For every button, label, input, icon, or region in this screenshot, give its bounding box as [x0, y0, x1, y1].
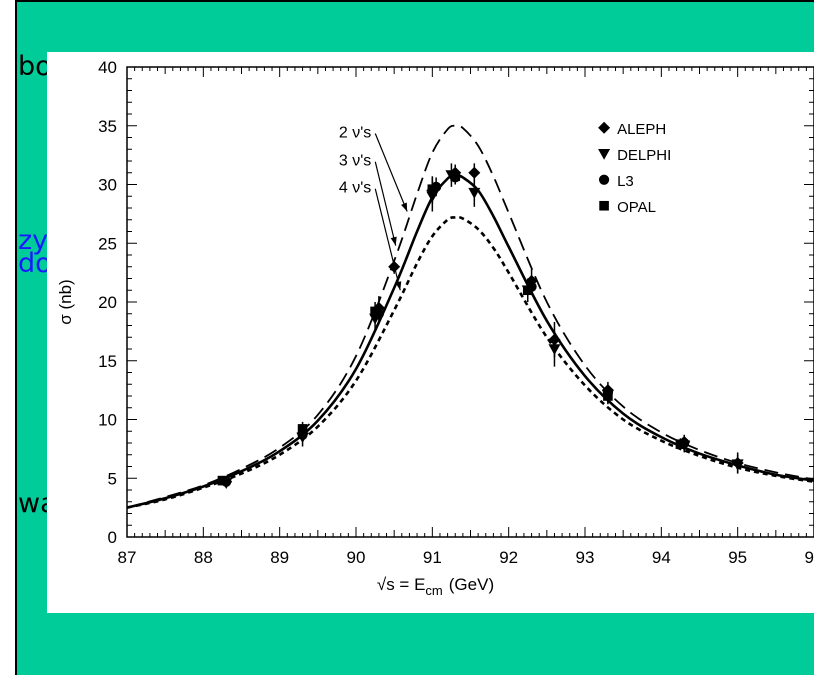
- legend-label: L3: [617, 173, 634, 190]
- axes: [126, 66, 814, 538]
- annotation-arrowhead: [401, 202, 408, 212]
- curve-annotation-label: 3 ν's: [339, 153, 371, 170]
- curve-solid: [126, 173, 814, 509]
- legend-label: OPAL: [617, 199, 656, 216]
- y-tick-label: 5: [108, 469, 117, 488]
- point-delphi: [468, 187, 481, 199]
- curve-annotations: 2 ν's 3 ν's 4 ν's: [339, 125, 408, 291]
- slide-text-fragment: do: [18, 248, 52, 279]
- x-tick-label: 92: [499, 548, 518, 567]
- point-opal: [427, 184, 438, 194]
- x-axis-title-main: √s = E: [377, 575, 426, 594]
- theory-curves: [126, 124, 814, 509]
- x-tick-label: 91: [423, 548, 442, 567]
- point-opal: [450, 171, 461, 182]
- legend-marker-opal: [599, 200, 609, 211]
- y-tick-label: 20: [98, 293, 117, 312]
- x-tick-label: 95: [728, 548, 747, 567]
- x-tick-label: 87: [118, 548, 137, 567]
- x-tick-label: 94: [652, 548, 671, 567]
- y-tick-label: 35: [98, 117, 117, 136]
- slide-text-fragment: bo: [18, 51, 52, 82]
- curve-short-dash: [126, 215, 814, 509]
- legend-marker-aleph: [598, 121, 611, 134]
- point-opal: [217, 475, 228, 486]
- x-tick-label: 89: [270, 548, 289, 567]
- x-axis-title: √s = Ecm (GeV): [377, 575, 494, 598]
- plot-frame: [126, 66, 814, 538]
- annotation-arrowhead: [395, 281, 402, 291]
- point-opal: [370, 306, 380, 317]
- annotation-arrow: [374, 133, 408, 212]
- x-tick-label: 93: [576, 548, 595, 567]
- annotation-arrow: [374, 188, 401, 291]
- x-tick-label: 96: [805, 548, 814, 567]
- point-delphi: [731, 459, 744, 471]
- axis-ticks: 87 88 89 90 91 92 93 94 95 96 0 5 10 15 20 25 30 35 40: [98, 58, 814, 567]
- legend: ALEPH DELPHI L3 OPAL: [598, 121, 671, 216]
- point-opal: [297, 424, 308, 434]
- slide-text-fragment: zy: [18, 225, 49, 256]
- slide-border: [15, 0, 17, 675]
- legend-label: ALEPH: [617, 121, 666, 138]
- point-opal: [603, 391, 613, 401]
- x-tick-label: 90: [347, 548, 366, 567]
- annotation-arrow: [374, 161, 397, 246]
- legend-label: DELPHI: [617, 147, 671, 164]
- point-opal: [675, 439, 686, 449]
- legend-marker-l3: [598, 174, 610, 185]
- annotation-arrowhead: [390, 236, 397, 246]
- y-tick-label: 0: [108, 528, 117, 547]
- x-axis-title-subscript: cm: [425, 583, 442, 598]
- curve-annotation-label: 2 ν's: [339, 125, 371, 142]
- curve-annotation-label: 4 ν's: [339, 180, 371, 197]
- y-tick-label: 40: [98, 58, 117, 77]
- x-axis-title-unit: (GeV): [449, 575, 494, 594]
- point-delphi: [548, 344, 561, 355]
- point-aleph: [468, 166, 481, 179]
- y-axis-title: σ (nb): [56, 279, 75, 324]
- y-tick-label: 25: [98, 234, 117, 253]
- x-tick-label: 88: [194, 548, 213, 567]
- z-lineshape-chart: 87 88 89 90 91 92 93 94 95 96 0 5 10 15 20 25 30 35 40 ALE…: [56, 58, 814, 598]
- plot-panel: 87 88 89 90 91 92 93 94 95 96 0 5 10 15 20 25 30 35 40 ALE…: [47, 52, 814, 613]
- y-tick-label: 30: [98, 176, 117, 195]
- y-tick-label: 10: [98, 411, 117, 430]
- point-opal: [522, 285, 533, 296]
- y-tick-label: 15: [98, 352, 117, 371]
- legend-marker-delphi: [598, 148, 611, 160]
- slide-border-top: [15, 0, 814, 2]
